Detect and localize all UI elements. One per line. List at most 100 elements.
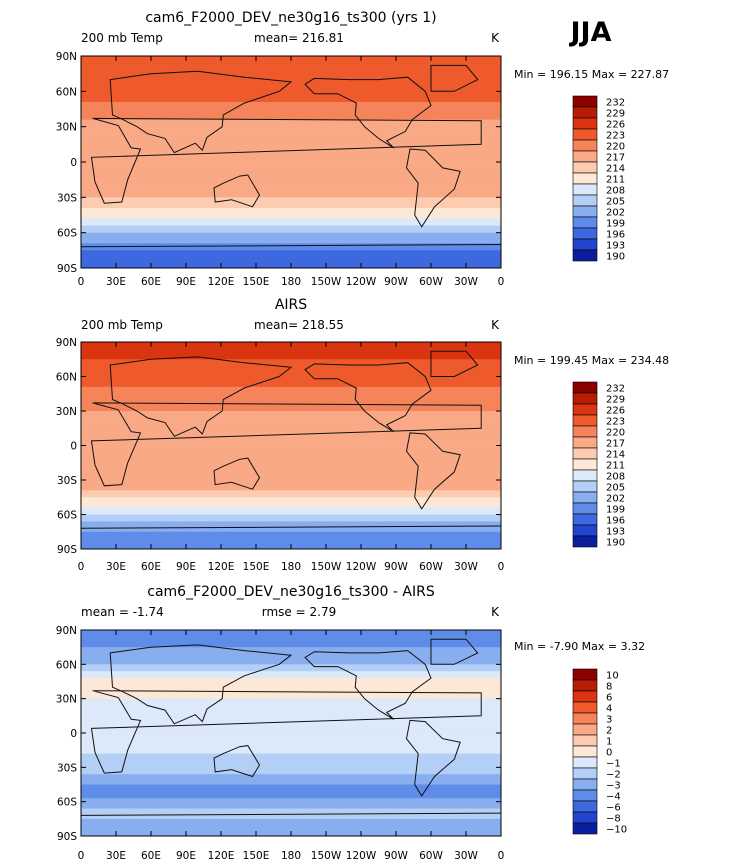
field-band	[81, 514, 501, 519]
coastline	[109, 356, 293, 437]
coastline	[109, 70, 293, 154]
x-tick-label: 60W	[419, 561, 443, 573]
y-tick-label: 30N	[56, 406, 77, 418]
field-band	[81, 736, 501, 741]
y-tick-label: 90N	[56, 337, 77, 349]
coastline	[405, 432, 461, 510]
field-band	[81, 448, 501, 453]
colorbar-box	[572, 216, 598, 229]
panel-units-label: K	[491, 318, 500, 332]
colorbar-label: 202	[606, 208, 625, 219]
field-band	[81, 397, 501, 402]
x-tick-label: 0	[498, 850, 505, 862]
colorbar-box	[572, 756, 598, 769]
colorbar-label: 199	[606, 219, 625, 230]
y-tick-label: 60N	[56, 86, 77, 98]
field-band	[81, 154, 501, 160]
x-tick-label: 150W	[311, 850, 342, 862]
colorbar-label: 202	[606, 494, 625, 505]
colorbar-label: 229	[606, 395, 625, 406]
x-tick-label: 30W	[454, 561, 478, 573]
coastline	[304, 650, 432, 720]
field-band	[81, 204, 501, 209]
colorbar-label: 10	[606, 671, 619, 682]
colorbar-box	[572, 811, 598, 824]
colorbar-label: 0	[606, 748, 612, 759]
field-band	[81, 348, 501, 353]
field-band	[81, 186, 501, 191]
x-tick-label: 60W	[419, 850, 443, 862]
coastline	[405, 719, 461, 797]
y-tick-label: 30S	[57, 192, 77, 204]
x-tick-label: 180	[281, 276, 301, 288]
field-band	[81, 705, 501, 710]
x-tick-label: 90W	[384, 561, 408, 573]
x-tick-label: 90E	[176, 850, 196, 862]
field-band	[81, 250, 501, 255]
colorbar-label: 211	[606, 175, 625, 186]
field-band	[81, 808, 501, 813]
field-band	[81, 257, 501, 262]
field-band	[81, 366, 501, 371]
colorbar-label: 223	[606, 131, 625, 142]
field-band	[81, 784, 501, 789]
x-tick-label: 0	[78, 276, 85, 288]
y-tick-label: 60N	[56, 659, 77, 671]
field-band	[81, 462, 501, 467]
field-band	[81, 119, 501, 124]
field-band	[81, 708, 501, 713]
field-band	[81, 101, 501, 107]
field-band	[81, 733, 501, 738]
x-tick-label: 150E	[243, 850, 270, 862]
colorbar-label: 220	[606, 142, 625, 153]
field-band	[81, 404, 501, 409]
field-band	[81, 664, 501, 669]
colorbar-label: 205	[606, 197, 625, 208]
colorbar-box	[572, 734, 598, 747]
min-max-label: Min = -7.90 Max = 3.32	[514, 640, 645, 653]
field-band	[81, 493, 501, 498]
colorbar-label: −10	[606, 825, 627, 836]
colorbar-label: 8	[606, 682, 612, 693]
colorbar-box	[572, 128, 598, 141]
field-band	[81, 179, 501, 184]
panel-title: cam6_F2000_DEV_ne30g16_ts300 - AIRS	[147, 584, 435, 600]
x-tick-label: 0	[498, 276, 505, 288]
x-tick-label: 30E	[106, 561, 126, 573]
panel-title: AIRS	[275, 297, 307, 313]
colorbar-box	[572, 491, 598, 504]
field-band	[81, 130, 501, 135]
colorbar-label: 223	[606, 417, 625, 428]
field-band	[81, 73, 501, 78]
colorbar-label: −1	[606, 759, 621, 770]
colorbar-box	[572, 436, 598, 449]
colorbar-box	[572, 789, 598, 802]
x-tick-label: 90E	[176, 561, 196, 573]
field-band	[81, 424, 501, 429]
field-band	[81, 80, 501, 85]
colorbar-box	[572, 535, 598, 548]
field-band	[81, 746, 501, 751]
colorbar-box	[572, 745, 598, 758]
y-tick-label: 30N	[56, 694, 77, 706]
x-tick-label: 0	[498, 561, 505, 573]
x-tick-label: 0	[78, 850, 85, 862]
y-tick-label: 90S	[57, 544, 77, 556]
field-band	[81, 77, 501, 82]
field-band	[81, 414, 501, 419]
field-band	[81, 66, 501, 71]
colorbar-box	[572, 447, 598, 460]
x-tick-label: 150W	[311, 561, 342, 573]
panel-units-label: K	[491, 605, 500, 619]
field-band	[81, 176, 501, 181]
field-band	[81, 743, 501, 748]
antarctica-coastline	[80, 243, 502, 248]
field-band	[81, 452, 501, 457]
colorbar-box	[572, 425, 598, 438]
field-band	[81, 59, 501, 64]
colorbar-box	[572, 469, 598, 482]
panel-center-label: mean= 216.81	[254, 31, 344, 45]
colorbar-label: 211	[606, 461, 625, 472]
field-band	[81, 715, 501, 720]
x-tick-label: 90E	[176, 276, 196, 288]
